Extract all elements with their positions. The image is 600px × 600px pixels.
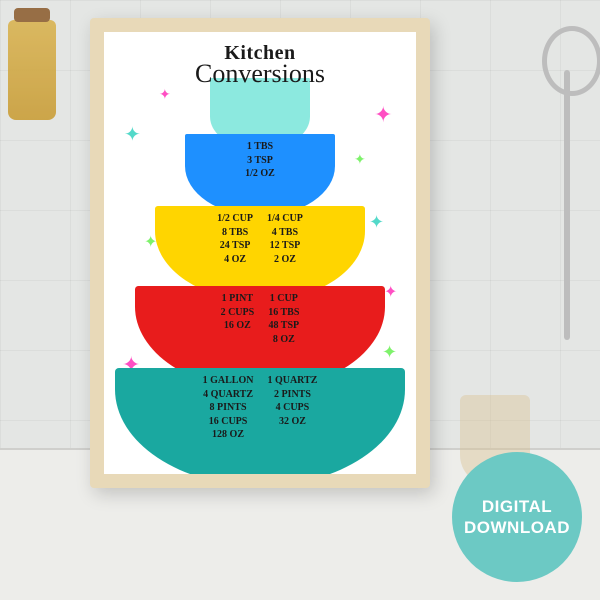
title-line-2: Conversions [104,59,416,89]
product-scene: Kitchen Conversions 1 TBS3 TSP1/2 OZ 1/2… [0,0,600,600]
conversion-line: 16 TBS [268,306,299,320]
conversion-line: 1/2 CUP [217,212,253,226]
conversion-line: 4 CUPS [276,401,310,415]
conversion-column: 1/4 CUP4 TBS12 TSP2 OZ [267,212,303,266]
conversion-column: 1 GALLON4 QUARTZ8 PINTS16 CUPS128 OZ [203,374,254,442]
conversion-column: 1/2 CUP8 TBS24 TSP4 OZ [217,212,253,266]
conversion-column: 1 PINT2 CUPS16 OZ [221,292,255,333]
conversion-line: 8 PINTS [210,401,247,415]
skimmer-prop [564,70,570,340]
poster-frame: Kitchen Conversions 1 TBS3 TSP1/2 OZ 1/2… [90,18,430,488]
sparkle-icon: ✦ [384,282,397,302]
sparkle-icon: ✦ [382,342,397,363]
bowl-4: 1 GALLON4 QUARTZ8 PINTS16 CUPS128 OZ 1 QU… [115,368,405,474]
conversion-line: 16 CUPS [209,415,248,429]
conversion-line: 48 TSP [268,319,299,333]
conversion-line: 8 OZ [273,333,295,347]
conversion-line: 2 CUPS [221,306,255,320]
conversion-column: 1 CUP16 TBS48 TSP8 OZ [268,292,299,346]
conversion-line: 32 OZ [279,415,306,429]
conversion-line: 24 TSP [220,239,251,253]
conversion-line: 4 OZ [224,253,246,267]
conversion-line: 4 QUARTZ [203,388,253,402]
conversion-line: 4 TBS [272,226,298,240]
digital-download-badge: DIGITAL DOWNLOAD [452,452,582,582]
conversion-line: 2 OZ [274,253,296,267]
poster-title: Kitchen Conversions [104,42,416,89]
conversion-line: 1/2 OZ [245,167,275,181]
sparkle-icon: ✦ [374,102,392,128]
conversion-line: 3 TSP [247,154,273,168]
conversion-line: 2 PINTS [274,388,311,402]
conversion-line: 1 TBS [247,140,273,154]
badge-line-2: DOWNLOAD [464,517,570,538]
conversion-line: 1 CUP [270,292,298,306]
conversion-line: 1 PINT [222,292,253,306]
conversion-line: 128 OZ [212,428,244,442]
poster: Kitchen Conversions 1 TBS3 TSP1/2 OZ 1/2… [104,32,416,474]
bowl-stack: 1 TBS3 TSP1/2 OZ 1/2 CUP8 TBS24 TSP4 OZ1… [104,72,416,474]
bowl-1: 1 TBS3 TSP1/2 OZ [185,134,335,216]
conversion-line: 1 GALLON [203,374,254,388]
jar-prop [8,20,56,120]
conversion-line: 1 QUARTZ [267,374,317,388]
conversion-line: 1/4 CUP [267,212,303,226]
badge-line-1: DIGITAL [464,496,570,517]
conversion-line: 12 TSP [270,239,301,253]
conversion-column: 1 QUARTZ2 PINTS4 CUPS32 OZ [267,374,317,428]
conversion-column: 1 TBS3 TSP1/2 OZ [245,140,275,181]
conversion-line: 16 OZ [224,319,251,333]
sparkle-icon: ✦ [369,212,384,233]
sparkle-icon: ✦ [124,122,141,147]
conversion-line: 8 TBS [222,226,248,240]
sparkle-icon: ✦ [354,152,366,169]
sparkle-icon: ✦ [159,87,171,104]
